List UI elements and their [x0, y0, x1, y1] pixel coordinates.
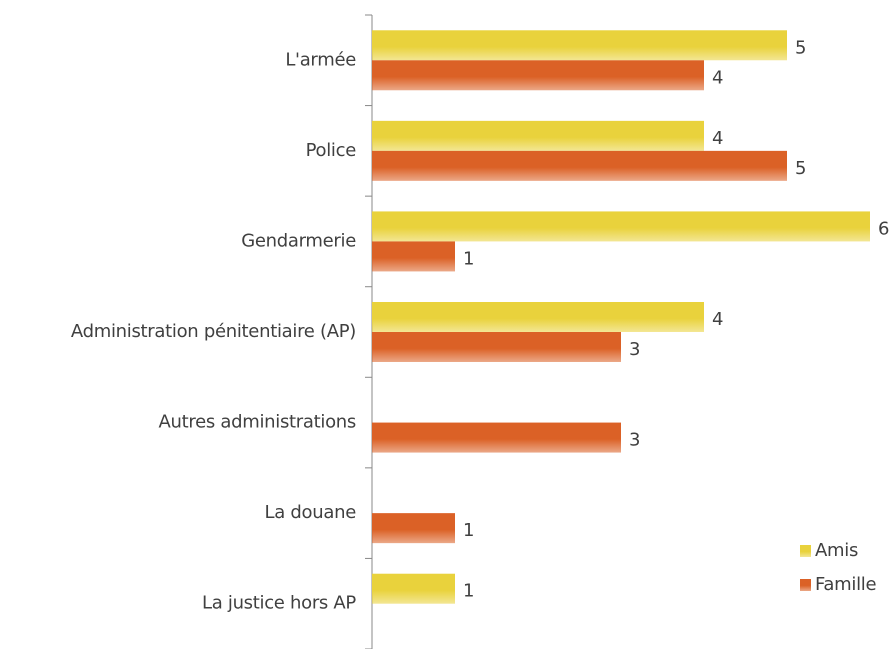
bar — [372, 302, 704, 332]
data-label: 1 — [463, 520, 474, 541]
data-label: 4 — [712, 309, 723, 330]
bar — [372, 573, 455, 604]
bar — [372, 241, 455, 272]
category-label: Police — [306, 140, 357, 161]
data-label: 6 — [878, 218, 889, 239]
bar — [372, 332, 621, 362]
category-label: L'armée — [285, 49, 356, 70]
bar — [372, 422, 621, 453]
bar — [372, 60, 704, 91]
data-label: 3 — [629, 339, 640, 360]
data-label: 4 — [712, 67, 723, 88]
bar — [372, 120, 704, 151]
data-label: 5 — [795, 158, 806, 179]
legend-label: Amis — [815, 540, 858, 561]
data-label: 3 — [629, 430, 640, 451]
legend-swatch — [800, 579, 811, 591]
category-label: Gendarmerie — [241, 230, 356, 251]
category-label: Autres administrations — [159, 412, 356, 433]
category-label: La douane — [265, 502, 357, 523]
bar — [372, 30, 787, 61]
category-label: Administration pénitentiaire (AP) — [71, 321, 356, 342]
data-label: 1 — [463, 248, 474, 269]
legend-label: Famille — [815, 574, 876, 595]
data-label: 5 — [795, 37, 806, 58]
bar — [372, 150, 787, 181]
legend-swatch — [800, 545, 811, 557]
data-label: 1 — [463, 581, 474, 602]
bar — [372, 211, 870, 242]
data-label: 4 — [712, 128, 723, 149]
bar — [372, 513, 455, 544]
category-label: La justice hors AP — [202, 593, 356, 614]
